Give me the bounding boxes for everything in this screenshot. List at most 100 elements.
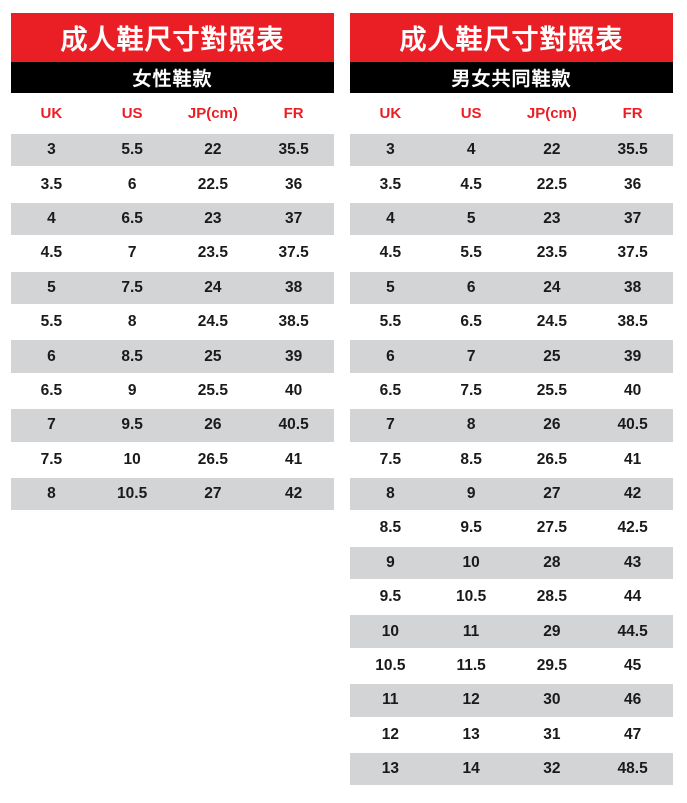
size-cell: 28 <box>543 553 561 571</box>
column-header: FR <box>622 104 643 122</box>
size-cell: 4.5 <box>460 175 482 193</box>
table-row: 4.5 7 23.5 37.5 <box>11 236 334 270</box>
size-cell: 3 <box>47 141 56 159</box>
table-row: 6 8.5 25 39 <box>11 339 334 374</box>
size-cell: 6 <box>47 347 56 365</box>
size-cell: 5.5 <box>40 313 63 331</box>
table-title: 成人鞋尺寸對照表 <box>11 13 334 62</box>
table-row: 5 6 24 38 <box>350 270 673 305</box>
size-cell: 11 <box>382 691 399 709</box>
size-cell: 37.5 <box>617 244 648 262</box>
size-cell: 32 <box>543 760 561 778</box>
size-cell: 12 <box>462 691 480 709</box>
size-cell: 25 <box>204 347 222 365</box>
size-cell: 8 <box>47 485 56 503</box>
size-cell: 9 <box>127 381 137 399</box>
size-cell: 6.5 <box>121 209 143 227</box>
size-cell: 7.5 <box>460 381 482 399</box>
size-cell: 28.5 <box>536 588 567 606</box>
size-cell: 26.5 <box>197 450 228 468</box>
size-cell: 24.5 <box>536 313 567 331</box>
size-cell: 8.5 <box>460 450 482 468</box>
size-cell: 22.5 <box>197 175 228 193</box>
table-row: 8 9 27 42 <box>350 476 673 512</box>
size-cell: 4 <box>47 209 56 227</box>
size-cell: 24 <box>543 278 561 296</box>
size-cell: 38.5 <box>278 313 309 331</box>
size-cell: 38.5 <box>617 313 648 331</box>
size-cell: 26 <box>204 416 222 434</box>
column-header: FR <box>283 104 304 122</box>
size-cell: 44 <box>624 588 642 606</box>
size-cell: 7 <box>47 416 56 434</box>
size-cell: 14 <box>462 760 480 778</box>
table-row: 3.5 6 22.5 36 <box>11 167 334 201</box>
size-cell: 42 <box>285 485 303 503</box>
size-cell: 5 <box>466 209 476 227</box>
size-cell: 5.5 <box>379 313 402 331</box>
table-row: 8 10.5 27 42 <box>11 476 334 512</box>
size-cell: 39 <box>624 347 642 365</box>
size-cell: 23.5 <box>197 244 228 262</box>
size-cell: 24 <box>204 278 222 296</box>
size-cell: 12 <box>381 725 399 743</box>
size-cell: 3.5 <box>379 175 402 193</box>
size-cell: 29.5 <box>536 657 567 675</box>
size-cell: 7.5 <box>40 450 63 468</box>
size-cell: 44.5 <box>617 622 648 640</box>
size-cell: 43 <box>624 553 642 571</box>
size-cell: 41 <box>624 450 642 468</box>
size-cell: 7.5 <box>121 278 143 296</box>
size-cell: 4 <box>466 141 476 159</box>
size-cell: 22.5 <box>536 175 567 193</box>
size-cell: 8 <box>466 416 476 434</box>
size-cell: 7 <box>466 347 476 365</box>
table-row: 7.5 10 26.5 41 <box>11 443 334 477</box>
size-cell: 27 <box>543 485 561 503</box>
size-cell: 29 <box>543 622 561 640</box>
size-cell: 9 <box>386 553 395 571</box>
size-cell: 6.5 <box>460 313 482 331</box>
size-cell: 10.5 <box>456 588 487 606</box>
size-cell: 3 <box>386 141 395 159</box>
table-row: 9.5 10.5 28.5 44 <box>350 580 673 614</box>
size-cell: 9.5 <box>379 588 402 606</box>
size-cell: 22 <box>204 141 222 159</box>
size-cell: 11.5 <box>456 657 486 675</box>
table-subtitle-unisex: 男女共同鞋款 <box>350 62 673 93</box>
size-cell: 36 <box>624 175 642 193</box>
size-cell: 6.5 <box>379 381 402 399</box>
size-cell: 40.5 <box>278 416 309 434</box>
size-cell: 10.5 <box>117 485 148 503</box>
size-cell: 9.5 <box>460 519 482 537</box>
table-row: 7 8 26 40.5 <box>350 408 673 443</box>
size-cell: 24.5 <box>197 313 228 331</box>
column-header: UK <box>379 104 402 122</box>
size-cell: 40 <box>285 381 303 399</box>
size-cell: 13 <box>462 725 480 743</box>
size-cell: 42.5 <box>617 519 648 537</box>
column-header: JP(cm) <box>526 104 577 122</box>
size-cell: 36 <box>285 175 303 193</box>
size-cell: 26 <box>543 416 561 434</box>
size-cell: 23.5 <box>536 244 567 262</box>
column-header-row: UK US JP(cm) FR <box>350 93 673 133</box>
size-cell: 27.5 <box>536 519 567 537</box>
size-cell: 10.5 <box>375 657 406 675</box>
size-cell: 25.5 <box>536 381 567 399</box>
table-row: 7.5 8.5 26.5 41 <box>350 443 673 477</box>
size-cell: 6.5 <box>40 381 63 399</box>
table-row: 13 14 32 48.5 <box>350 752 673 787</box>
table-subtitle-women: 女性鞋款 <box>11 62 334 93</box>
size-cell: 10 <box>123 450 141 468</box>
size-cell: 27 <box>204 485 222 503</box>
size-cell: 5.5 <box>121 141 143 159</box>
size-cell: 38 <box>624 278 642 296</box>
size-cell: 6 <box>466 278 476 296</box>
table-row: 5.5 8 24.5 38.5 <box>11 305 334 339</box>
table-row: 12 13 31 47 <box>350 718 673 752</box>
table-row: 6.5 9 25.5 40 <box>11 374 334 408</box>
size-cell: 37 <box>285 209 303 227</box>
size-cell: 25.5 <box>197 381 228 399</box>
